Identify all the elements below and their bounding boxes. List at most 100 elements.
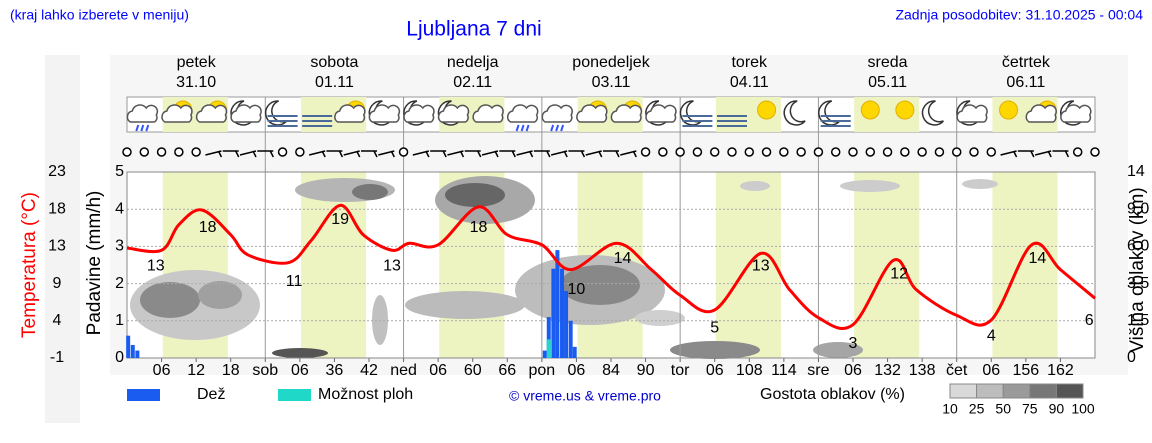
x-tick-label: 06 — [982, 362, 1000, 379]
y2-tick-label: 6.0 — [1127, 238, 1149, 255]
wind-barb — [361, 150, 378, 158]
temp-tick-label: 18 — [48, 200, 66, 217]
wind-calm — [951, 147, 962, 157]
wind-barb — [550, 150, 568, 158]
wind-barb — [1000, 150, 1018, 158]
wind-calm — [830, 147, 841, 157]
wind-barb — [205, 150, 223, 158]
icon-rain — [560, 124, 565, 132]
wind-calm — [882, 147, 893, 157]
wind-calm — [848, 147, 858, 157]
wind-calm — [191, 147, 201, 157]
day-date: 01.11 — [315, 74, 354, 91]
legend-swatch — [278, 389, 311, 401]
icon-sun — [757, 100, 777, 120]
wind-barb — [516, 150, 534, 158]
temp-label: 19 — [331, 211, 349, 228]
icon-cloud — [1025, 104, 1057, 123]
icon-cloud — [1060, 104, 1092, 123]
day-date: 06.11 — [1006, 74, 1045, 91]
chart-title: Ljubljana 7 dni — [406, 18, 541, 41]
wind-barb — [239, 150, 257, 158]
wind-barb — [585, 150, 603, 158]
x-tick-label: 06 — [291, 362, 309, 379]
daylight-band — [992, 172, 1058, 358]
day-name: petek — [177, 54, 217, 71]
precip-bar — [551, 268, 556, 358]
icon-sun — [895, 100, 915, 120]
precip-bar — [126, 335, 131, 358]
temp-tick-label: 23 — [48, 163, 66, 180]
icon-rain — [555, 124, 560, 132]
wind-calm — [122, 147, 132, 157]
wind-calm — [640, 147, 651, 157]
day-date: 31.10 — [176, 74, 216, 91]
density-level: 50 — [995, 401, 1011, 417]
wind-calm — [865, 147, 876, 157]
density-level: 10 — [942, 401, 958, 417]
wind-barb — [308, 150, 326, 158]
precip-bar — [130, 344, 135, 358]
icon-rain — [550, 124, 555, 132]
y-tick-label: 2 — [115, 275, 124, 292]
wind-barb — [1017, 150, 1035, 158]
x-tick-label: 162 — [1047, 362, 1074, 379]
y-tick-label: 1 — [115, 312, 124, 329]
wind-calm — [1090, 147, 1100, 157]
temp-label: 11 — [286, 273, 303, 290]
wind-calm — [1072, 147, 1083, 157]
x-tick-label: ned — [390, 362, 417, 379]
temp-label: 13 — [147, 258, 165, 275]
precip-bar — [564, 291, 569, 358]
icon-cloud — [507, 104, 539, 123]
density-level: 75 — [1022, 401, 1038, 417]
wind-calm — [277, 147, 288, 157]
y2-tick-label: 14 — [1127, 163, 1145, 180]
x-tick-label: 90 — [637, 362, 655, 379]
plot-frame — [126, 171, 1096, 359]
icon-cloud — [403, 104, 435, 123]
x-tick-label: 108 — [736, 362, 763, 379]
icon-cloud — [368, 104, 401, 123]
icon-cloud — [161, 104, 193, 123]
legend-label: Dež — [197, 386, 225, 403]
x-tick-label: 36 — [326, 362, 344, 379]
credit-link[interactable]: © vreme.us & vreme.pro — [509, 388, 661, 404]
wind-barb — [620, 150, 637, 158]
wind-barb — [326, 150, 344, 158]
wind-barb — [568, 150, 586, 158]
density-level: 100 — [1071, 401, 1095, 417]
day-date: 03.11 — [592, 74, 631, 91]
precip-axis-title: Padavine (mm/h) — [84, 191, 105, 336]
x-tick-label: 42 — [360, 362, 378, 379]
x-tick-label: čet — [946, 362, 968, 379]
day-date: 04.11 — [730, 74, 769, 91]
density-label: Gostota oblakov (%) — [760, 386, 905, 403]
icon-cloud — [576, 104, 608, 123]
x-tick-label: 132 — [874, 362, 901, 379]
precip-bar — [546, 339, 551, 358]
icon-moon — [921, 100, 944, 126]
density-swatch — [976, 383, 1004, 399]
icon-moon — [679, 100, 702, 126]
temp-label: 5 — [710, 320, 719, 337]
day-name: četrtek — [1002, 54, 1051, 71]
temp-tick-label: 9 — [53, 275, 62, 292]
daylight-band — [854, 172, 920, 358]
icon-rain — [515, 124, 520, 132]
density-swatch — [949, 383, 978, 399]
legend-swatch — [127, 389, 160, 401]
x-tick-label: sob — [252, 362, 278, 379]
x-tick-label: 114 — [771, 362, 797, 379]
icon-rain — [525, 124, 530, 132]
temp-label: 18 — [199, 219, 217, 236]
wind-barb — [412, 150, 430, 158]
hint: (kraj lahko izberete v meniju) — [10, 7, 189, 23]
icon-rain — [145, 124, 150, 132]
temp-label: 18 — [470, 219, 488, 236]
legend-label: Možnost ploh — [318, 386, 413, 403]
day-name: nedelja — [447, 54, 499, 71]
x-tick-label: 06 — [568, 362, 586, 379]
y-tick-label: 5 — [115, 163, 124, 180]
temp-axis-title: Temperatura (°C) — [19, 192, 40, 338]
